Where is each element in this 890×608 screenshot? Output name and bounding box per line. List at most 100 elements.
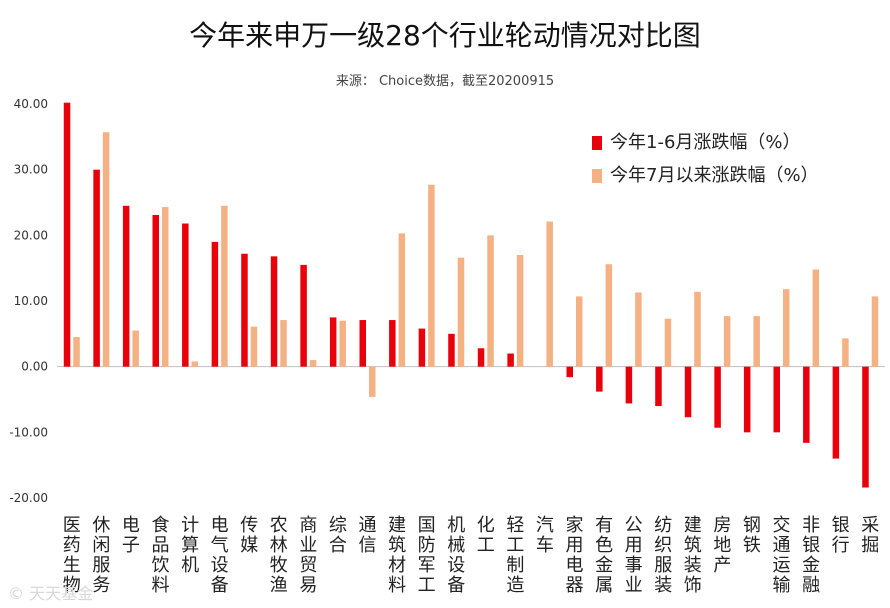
category-label-char: 机 <box>447 515 465 536</box>
category-label-char: 通 <box>359 515 377 536</box>
bar-h1 <box>803 366 810 443</box>
bar-h1 <box>625 366 633 404</box>
category-label-char: 家 <box>566 515 584 536</box>
category-label-char: 工 <box>418 575 436 596</box>
category-label-char: 材 <box>388 555 406 576</box>
category-label-char: 化 <box>477 515 495 536</box>
category-label-char: 易 <box>299 575 317 596</box>
bar-h1 <box>566 366 573 378</box>
bar-since-july <box>516 255 524 367</box>
bar-since-july <box>309 360 317 367</box>
category-label-char: 金 <box>802 555 820 576</box>
category-label-char: 务 <box>92 575 110 596</box>
category-label-char: 军 <box>418 555 436 576</box>
category-label-char: 行 <box>832 535 850 556</box>
bar-h1 <box>270 256 278 367</box>
category-label-char: 装 <box>654 575 672 596</box>
category-label-char: 业 <box>625 575 643 596</box>
bar-since-july <box>339 320 346 367</box>
category-label-char: 国 <box>418 515 436 536</box>
bar-since-july <box>694 291 701 367</box>
bar-since-july <box>162 207 169 367</box>
category-label-char: 料 <box>152 575 170 596</box>
category-label-char: 气 <box>211 535 229 556</box>
category-label-char: 备 <box>447 575 465 596</box>
category-label-char: 械 <box>447 535 465 556</box>
category-label-char: 银 <box>802 535 820 556</box>
bar-since-july <box>280 320 287 367</box>
category-label-char: 设 <box>211 555 229 576</box>
bar-since-july <box>783 289 790 367</box>
category-label-char: 用 <box>566 535 584 556</box>
category-label-char: 子 <box>122 535 140 556</box>
category-label-char: 钢 <box>743 515 761 536</box>
category-label-char: 非 <box>802 515 820 536</box>
bar-h1 <box>182 223 189 367</box>
category-label-char: 休 <box>92 515 110 536</box>
category-label-char: 牧 <box>270 555 288 576</box>
category-label-char: 织 <box>654 535 672 556</box>
chart-title: 今年来申万一级28个行业轮动情况对比图 <box>189 19 701 52</box>
category-label-char: 农 <box>270 515 288 536</box>
y-tick-label: 40.00 <box>14 97 48 111</box>
bar-since-july <box>635 292 642 367</box>
bar-since-july <box>457 257 465 367</box>
category-label-char: 掘 <box>861 535 879 556</box>
bar-since-july <box>369 366 376 397</box>
category-label-char: 制 <box>506 555 524 576</box>
bar-h1 <box>389 320 396 367</box>
bar-h1 <box>211 241 219 367</box>
bar-since-july <box>250 326 258 367</box>
category-label-char: 备 <box>211 575 229 596</box>
category-label-char: 造 <box>506 575 524 596</box>
bar-h1 <box>359 320 366 367</box>
category-label-char: 传 <box>240 515 258 536</box>
category-label-char: 银 <box>832 515 850 536</box>
category-label-char: 食 <box>152 515 170 536</box>
y-tick-label: 0.00 <box>21 360 48 374</box>
chart-subtitle: 来源： Choice数据，截至20200915 <box>335 74 555 89</box>
category-label-char: 机 <box>181 555 199 576</box>
category-label-char: 电 <box>566 555 584 576</box>
category-label-char: 用 <box>625 535 643 556</box>
watermark: © 天天基金 <box>8 584 94 603</box>
category-label-char: 运 <box>773 555 791 576</box>
bar-since-july <box>576 296 583 367</box>
bar-h1 <box>329 317 337 367</box>
category-label-char: 防 <box>418 535 436 556</box>
category-label-char: 料 <box>388 575 406 596</box>
category-label-char: 纺 <box>654 515 672 536</box>
category-label-char: 公 <box>625 515 643 536</box>
category-label-char: 服 <box>92 555 110 576</box>
category-label-char: 生 <box>63 555 81 576</box>
bar-h1 <box>418 328 426 367</box>
category-label-char: 药 <box>63 535 81 556</box>
bar-since-july <box>73 337 80 367</box>
category-label-char: 电 <box>211 515 229 536</box>
bar-h1 <box>507 353 514 367</box>
category-label-char: 金 <box>595 555 613 576</box>
bar-since-july <box>487 235 494 367</box>
category-label-char: 房 <box>713 515 731 536</box>
legend-swatch <box>592 136 602 150</box>
category-label-char: 闲 <box>92 535 110 556</box>
bar-h1 <box>93 169 100 367</box>
bar-since-july <box>753 316 760 367</box>
y-tick-label: 10.00 <box>14 294 48 308</box>
category-label-char: 媒 <box>240 535 258 556</box>
category-label-char: 物 <box>63 575 81 596</box>
category-label-char: 汽 <box>536 515 554 536</box>
category-label-char: 有 <box>595 515 613 536</box>
category-label-char: 林 <box>270 535 288 556</box>
category-label-char: 信 <box>359 535 377 556</box>
bar-h1 <box>448 333 455 367</box>
category-label-char: 通 <box>773 535 791 556</box>
category-label-char: 渔 <box>270 575 288 596</box>
bar-since-july <box>428 184 435 367</box>
category-label-char: 轻 <box>506 515 524 536</box>
bar-h1 <box>152 214 159 367</box>
category-label-char: 医 <box>63 515 81 536</box>
category-label-char: 电 <box>122 515 140 536</box>
category-label-char: 设 <box>447 555 465 576</box>
bar-h1 <box>743 366 751 433</box>
